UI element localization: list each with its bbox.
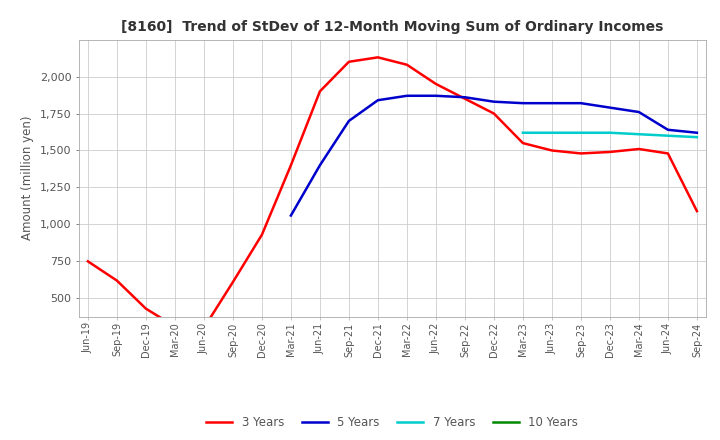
Legend: 3 Years, 5 Years, 7 Years, 10 Years: 3 Years, 5 Years, 7 Years, 10 Years — [202, 411, 583, 434]
Y-axis label: Amount (million yen): Amount (million yen) — [22, 116, 35, 240]
Title: [8160]  Trend of StDev of 12-Month Moving Sum of Ordinary Incomes: [8160] Trend of StDev of 12-Month Moving… — [121, 20, 664, 34]
